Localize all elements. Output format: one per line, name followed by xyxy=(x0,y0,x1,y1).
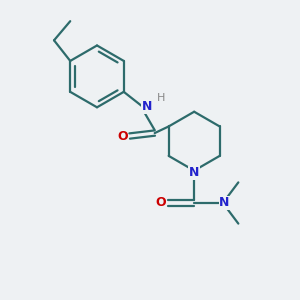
Text: N: N xyxy=(189,167,200,179)
Text: N: N xyxy=(219,196,230,209)
Text: O: O xyxy=(117,130,128,142)
Text: H: H xyxy=(156,93,165,103)
Text: N: N xyxy=(142,100,152,113)
Text: O: O xyxy=(155,196,166,209)
